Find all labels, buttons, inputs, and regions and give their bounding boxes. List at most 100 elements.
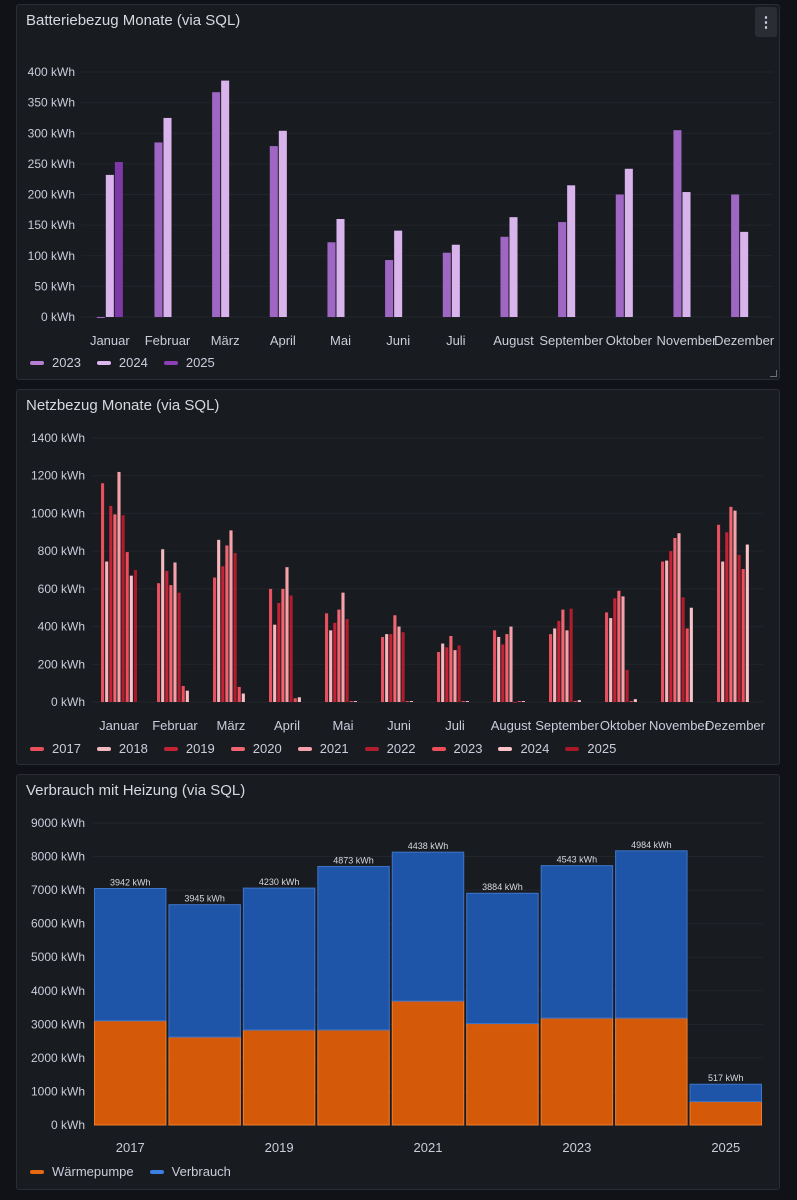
legend-label: 2025 [185,355,215,370]
legend-item[interactable]: 2019 [163,741,215,756]
bar [273,624,277,702]
bar [505,634,509,702]
legend-item[interactable]: 2023 [431,741,482,756]
bar [721,561,725,702]
y-tick-label: 800 kWh [38,544,85,558]
legend-swatch [163,746,178,751]
data-label: 4438 kWh [408,841,449,851]
y-tick-label: 7000 kWh [31,883,85,897]
legend-swatch [565,746,580,751]
bar [327,242,336,317]
x-tick-label: 2023 [562,1140,591,1155]
bar [397,626,401,702]
bar [117,471,121,702]
bar [325,613,329,702]
legend: Wärmepumpe Verbrauch [30,1164,231,1179]
bar [557,620,561,702]
legend-item[interactable]: 2024 [498,741,549,756]
x-tick-label: 2019 [265,1140,294,1155]
bar-segment [615,850,688,1019]
data-label: 4873 kWh [333,855,374,865]
bar [465,701,469,702]
bar [513,702,517,703]
legend-swatch [230,746,245,751]
bar [569,608,573,702]
bar [731,194,740,317]
bar [353,701,357,702]
bar [185,690,189,702]
bar [333,622,337,702]
bar [163,117,172,317]
y-tick-label: 8000 kWh [31,850,85,864]
bar-segment [93,888,167,1022]
legend-item[interactable]: 2018 [96,741,148,756]
legend-item[interactable]: 2021 [297,741,349,756]
bar [521,701,525,702]
x-tick-label: November [649,718,710,733]
resize-handle-icon[interactable] [770,370,777,377]
bar [289,595,293,702]
legend-item[interactable]: 2017 [30,741,81,756]
bar [169,585,173,702]
legend-item[interactable]: 2023 [30,355,81,370]
bar [737,554,741,702]
y-tick-label: 1400 kWh [31,431,85,445]
bar [177,592,181,702]
bar [181,685,185,702]
bar [393,615,397,702]
legend-label: 2020 [252,741,282,756]
legend-label: Verbrauch [171,1164,231,1179]
y-tick-label: 200 kWh [28,188,75,202]
y-tick-label: 1000 kWh [31,1084,85,1098]
bar [212,92,221,318]
legend-item[interactable]: 2024 [96,355,148,370]
bar [101,483,105,702]
bar [740,231,749,317]
bar [293,698,297,702]
bar [617,590,621,702]
x-tick-label: 2025 [711,1140,740,1155]
bar [689,607,693,702]
panel-title: Verbrauch mit Heizung (via SQL) [26,782,246,799]
x-tick-label: Dezember [714,333,775,348]
legend-item[interactable]: 2022 [364,741,416,756]
bar [509,626,513,702]
legend-item[interactable]: Wärmepumpe [30,1164,134,1179]
x-tick-label: Mai [333,718,354,733]
x-tick-label: Juli [445,718,465,733]
bar [673,130,682,317]
bar [394,230,403,317]
panel-menu-icon[interactable]: ⋮ [755,7,777,37]
bar [225,545,229,702]
legend-swatch [297,746,312,751]
bar [725,532,729,702]
bar-segment [466,892,539,1025]
legend-item[interactable]: Verbrauch [149,1164,231,1179]
bar [613,598,617,702]
legend-item[interactable]: 2020 [230,741,282,756]
bar-segment [689,1101,763,1126]
legend-swatch [498,746,513,751]
data-label: 3942 kWh [110,878,151,888]
legend-label: 2025 [587,741,617,756]
legend-label: 2024 [118,355,148,370]
bar [625,669,629,702]
bar [154,142,163,317]
legend-swatch [364,746,379,751]
bar-segment [540,1017,614,1126]
x-tick-label: Juni [387,718,411,733]
bar [133,570,137,702]
x-tick-label: Juni [386,333,410,348]
bar [237,686,241,702]
legend-item[interactable]: 2025 [565,741,616,756]
y-tick-label: 9000 kWh [31,816,85,830]
bar [157,583,161,702]
legend-item[interactable]: 2025 [163,355,215,370]
x-tick-label: März [217,718,246,733]
y-tick-label: 1200 kWh [31,469,85,483]
data-label: 4984 kWh [631,840,672,850]
chart-batteriebezug: 0 kWh 50 kWh 100 kWh 150 kWh 200 kWh 250 kWh 3… [28,65,775,348]
bar [442,252,451,317]
data-label: 4543 kWh [557,855,598,865]
y-tick-label: 0 kWh [51,1118,85,1132]
